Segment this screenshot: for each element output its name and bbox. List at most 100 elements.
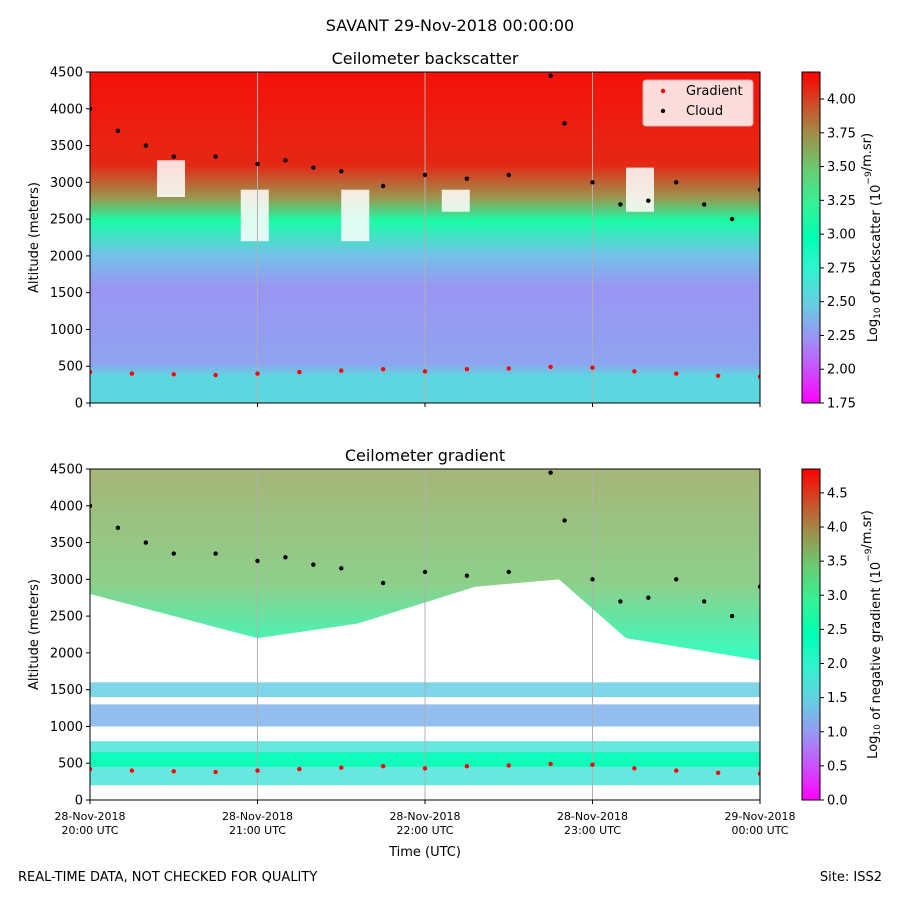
- gradient-point: [380, 763, 386, 769]
- cloud-point: [283, 158, 288, 163]
- cloud-point: [646, 198, 651, 203]
- panel-title: Ceilometer backscatter: [332, 49, 519, 68]
- cloud-point: [143, 540, 149, 545]
- colorbar-tick-label: 2.50: [827, 295, 856, 310]
- cloud-point: [674, 577, 679, 582]
- colorbar-tick-label: 3.00: [827, 228, 856, 243]
- legend-label: Gradient: [686, 84, 743, 99]
- cloud-point: [422, 172, 428, 178]
- y-tick-label: 2500: [50, 213, 83, 228]
- colorbar-tick-label: 2.5: [827, 623, 848, 638]
- colorbar-tick-label: 3.25: [827, 194, 856, 209]
- cloud-point: [283, 555, 288, 560]
- y-tick-label: 0: [75, 397, 83, 412]
- x-tick-label-time: 21:00 UTC: [229, 824, 286, 837]
- x-tick-label-date: 28-Nov-2018: [389, 810, 460, 823]
- cloud-point: [213, 551, 218, 556]
- cloud-point: [171, 154, 176, 159]
- legend-box: [642, 79, 754, 127]
- colorbar-label-part: 10: [873, 724, 883, 736]
- colorbar: [801, 468, 821, 801]
- x-axis-label: Time (UTC): [388, 845, 461, 860]
- site-label: Site: ISS2: [819, 870, 882, 885]
- colorbar-label: Log10 of negative gradient (10−9/m.sr): [860, 510, 884, 759]
- colorbar-tick-label: 2.0: [827, 657, 848, 672]
- gradient-point: [213, 372, 218, 378]
- colorbar-tick-label: 2.25: [827, 329, 856, 344]
- gradient-point: [632, 766, 637, 771]
- gradient-point: [464, 763, 470, 769]
- cloud-point: [590, 577, 595, 582]
- gradient-point: [297, 369, 302, 375]
- gradient-point: [674, 371, 679, 376]
- colorbar: [801, 71, 821, 404]
- panel-title: Ceilometer gradient: [345, 446, 505, 465]
- colorbar-tick-label: 3.50: [827, 160, 856, 175]
- y-tick-label: 3500: [50, 536, 83, 551]
- legend-marker: [660, 88, 666, 94]
- y-tick-label: 3000: [50, 573, 83, 588]
- gradient-point: [171, 769, 176, 774]
- cloud-point: [701, 599, 707, 604]
- cloud-point: [380, 580, 386, 586]
- y-tick-label: 1000: [50, 720, 83, 735]
- gradient-point: [90, 766, 93, 772]
- cloud-point: [422, 569, 428, 575]
- colorbar-tick-label: 4.5: [827, 486, 848, 501]
- colorbar-tick-label: 1.0: [827, 725, 848, 740]
- gradient-point: [674, 768, 679, 773]
- colorbar-tick-label: 4.0: [827, 521, 848, 536]
- no-data-region-2: [341, 189, 370, 242]
- gradient-point: [422, 369, 428, 374]
- colorbar-label-part: Log: [866, 319, 881, 342]
- cloud-point: [729, 613, 735, 619]
- colorbar-label-part: −9: [864, 171, 874, 185]
- chart-panel-2: Ceilometer gradient 0 500 1000 1500 2000 2500 3…: [27, 446, 884, 860]
- cloud-point: [618, 202, 623, 207]
- cloud-series: [90, 73, 760, 222]
- colorbar-label-part: Log: [866, 736, 881, 759]
- x-tick-label-date: 29-Nov-2018: [724, 810, 795, 823]
- y-tick-label: 2500: [50, 610, 83, 625]
- gradient-point: [380, 366, 386, 372]
- gradient-point: [422, 766, 428, 771]
- cloud-point: [701, 202, 707, 207]
- gradient-point: [171, 372, 176, 377]
- y-tick-label: 4000: [50, 102, 83, 117]
- y-tick-label: 500: [58, 360, 83, 375]
- gradient-point: [548, 761, 553, 767]
- cloud-point: [548, 73, 553, 78]
- figure-title: SAVANT 29-Nov-2018 00:00:00: [325, 16, 575, 35]
- colorbar-label-part: 10: [873, 307, 883, 319]
- gradient-point: [757, 771, 760, 776]
- cloud-point: [464, 573, 470, 578]
- chart-panel-1: Ceilometer backscatter 0 500 1000 1500 2000 25…: [27, 49, 884, 412]
- gradient-point: [339, 368, 344, 373]
- y-tick-label: 2000: [50, 646, 83, 661]
- cloud-point: [757, 584, 760, 589]
- cloud-point: [506, 172, 511, 178]
- gradient-series: [90, 364, 760, 379]
- x-tick-label-time: 22:00 UTC: [396, 824, 453, 837]
- colorbar-tick-label: 0.5: [827, 759, 848, 774]
- gradient-point: [464, 366, 470, 372]
- x-tick-label-date: 28-Nov-2018: [557, 810, 628, 823]
- cloud-point: [255, 161, 260, 167]
- y-axis-label: Altitude (meters): [27, 182, 42, 293]
- gradient-point: [757, 374, 760, 379]
- cloud-point: [255, 558, 260, 564]
- y-tick-label: 4500: [50, 66, 83, 81]
- y-tick-label: 500: [58, 757, 83, 772]
- x-tick-label-time: 00:00 UTC: [731, 824, 788, 837]
- cloud-point: [90, 106, 93, 111]
- colorbar-label-part: /m.sr): [860, 133, 875, 171]
- colorbar-label-part: of negative gradient (10: [869, 562, 884, 724]
- gradient-series: [90, 761, 760, 776]
- cloud-point: [757, 187, 760, 192]
- no-data-region-3: [441, 189, 470, 212]
- y-tick-label: 1000: [50, 323, 83, 338]
- gradient-point: [590, 762, 595, 767]
- cloud-point: [311, 165, 316, 170]
- colorbar-label-part: /m.sr): [860, 510, 875, 548]
